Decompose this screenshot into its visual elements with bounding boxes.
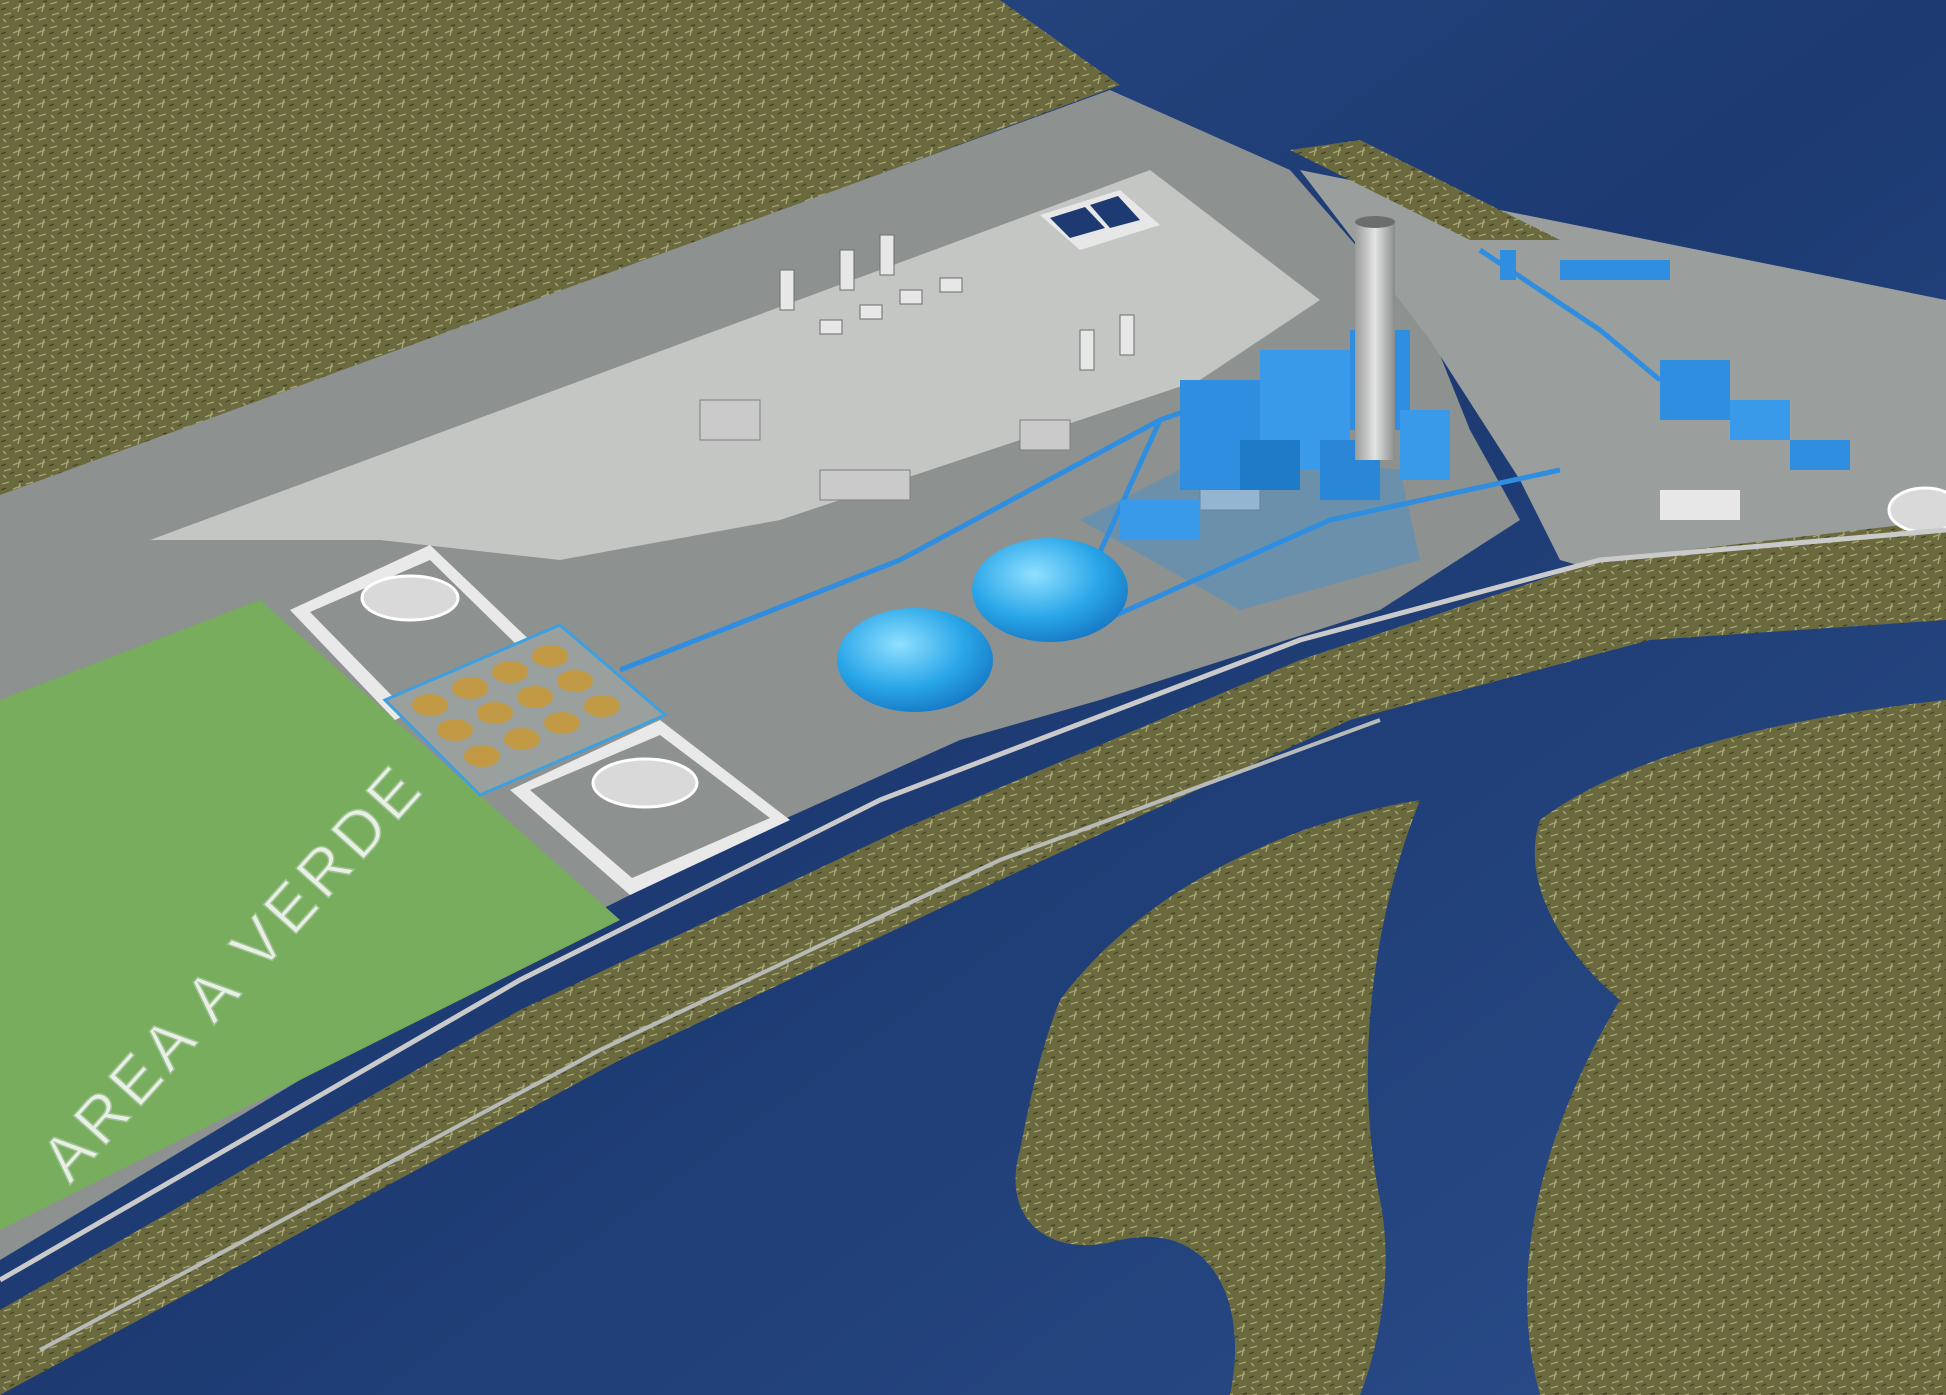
chimney-top — [1355, 216, 1395, 228]
tank-enclosure-south — [510, 720, 790, 895]
stockpile-yard — [382, 623, 668, 797]
switchyard — [779, 234, 1135, 371]
vegetation-island-east — [1527, 700, 1946, 1395]
vegetation-island-center — [1015, 800, 1420, 1395]
east-facilities — [1500, 250, 1850, 520]
access-road-2 — [39, 718, 1381, 1352]
vegetation-strip-south — [0, 520, 1946, 1395]
water-basins — [1040, 190, 1160, 250]
access-road — [0, 527, 1946, 1283]
green-area — [0, 600, 620, 1230]
storage-dome-east — [972, 538, 1128, 642]
vegetation-strip-north-east — [1290, 140, 1560, 240]
east-tank — [1887, 486, 1946, 534]
platform-light-zone — [150, 170, 1320, 560]
east-platform — [1300, 170, 1946, 600]
chimney-stack — [1355, 220, 1395, 460]
vegetation-land-north — [0, 0, 1120, 500]
storage-dome-west — [837, 608, 993, 712]
